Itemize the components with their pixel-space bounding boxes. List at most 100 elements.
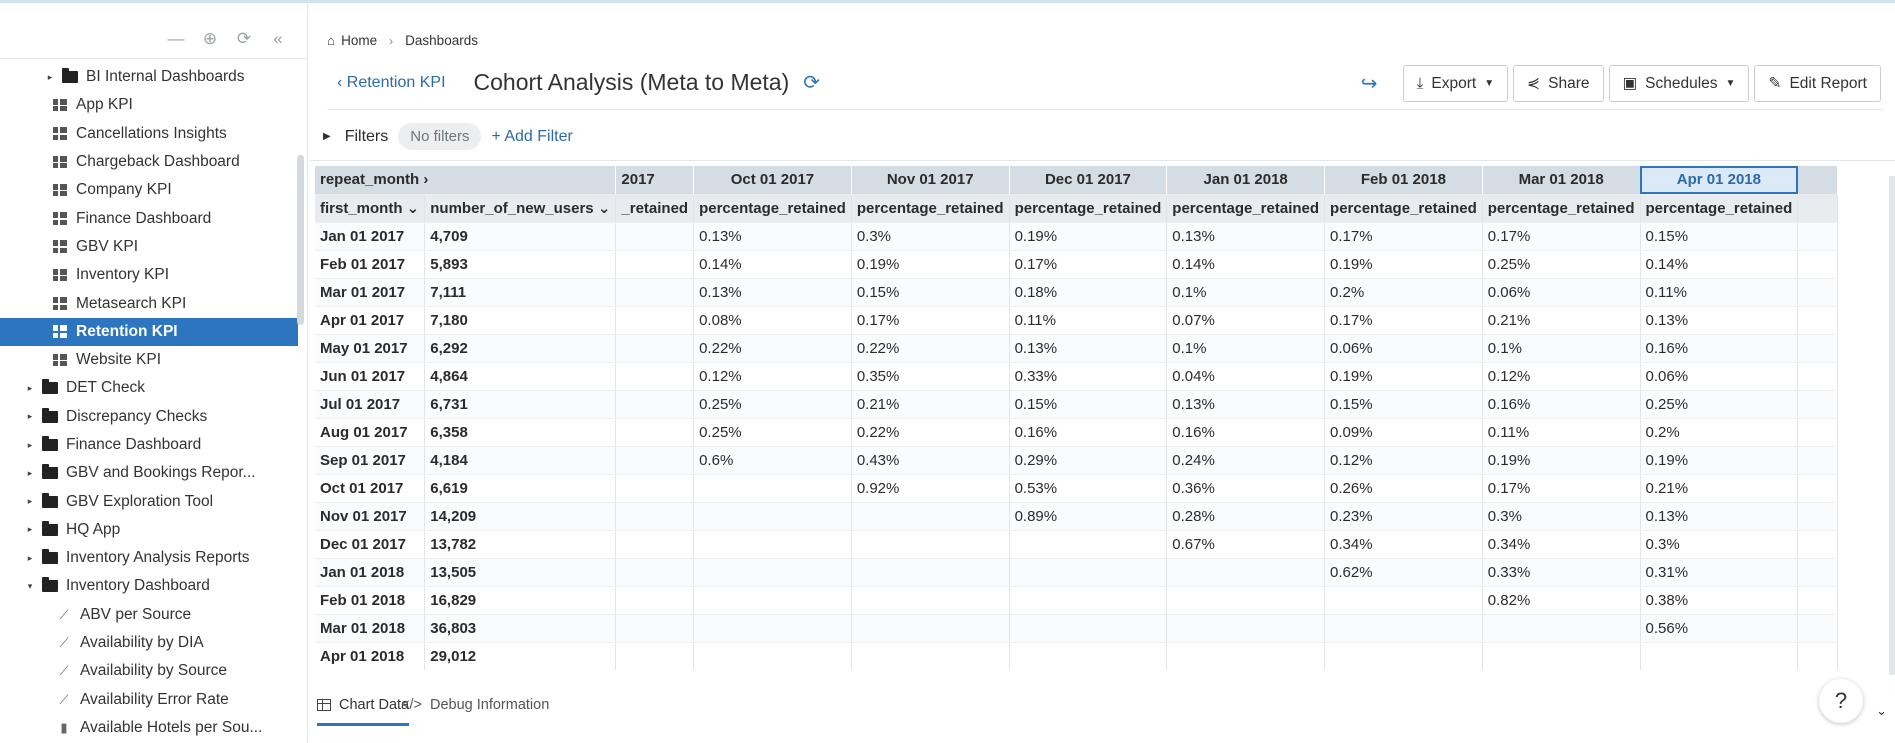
chevron-down-icon[interactable]: ⌄ [1876, 703, 1887, 718]
sidebar-item[interactable]: ⟋ Availability Error Rate [0, 686, 298, 714]
column-header[interactable]: Oct 01 2017 [693, 166, 852, 195]
collapse-all-icon[interactable]: — [167, 29, 185, 48]
back-link[interactable]: ‹ Retention KPI [337, 73, 446, 91]
table-row[interactable]: May 01 2017 6,292 0.22% 0.22% 0.13% 0.1% 0.06%… [315, 334, 1839, 363]
breadcrumb-dashboards[interactable]: Dashboards [405, 33, 478, 48]
column-header[interactable]: Mar 01 2018 [1482, 166, 1641, 195]
measure-header[interactable]: percentage_retained [1482, 194, 1641, 223]
table-row[interactable]: Mar 01 2017 7,111 0.13% 0.15% 0.18% 0.1% 0.2% 0… [315, 278, 1839, 307]
sidebar-item[interactable]: ▮ Available Hotels per Sou... [0, 714, 298, 742]
schedules-button[interactable]: ▣ Schedules ▼ [1608, 65, 1750, 102]
breadcrumb-home[interactable]: Home [341, 33, 378, 48]
measure-header[interactable]: percentage_retained [1166, 194, 1326, 223]
row-header-first-month[interactable]: first_month ⌄ [315, 194, 426, 223]
value-cell: 0.06% [1324, 334, 1483, 363]
edit-report-button[interactable]: ✎ Edit Report [1754, 65, 1881, 102]
pivot-column-label: repeat_month [320, 171, 420, 189]
column-header[interactable]: Jan 01 2018 [1166, 166, 1326, 195]
table-row[interactable]: Aug 01 2017 6,358 0.25% 0.22% 0.16% 0.16% 0.09… [315, 418, 1839, 447]
caret-right-icon[interactable]: ▸ [27, 524, 33, 535]
column-header[interactable]: Nov 01 2017 [851, 166, 1010, 195]
sidebar-item[interactable]: GBV KPI [0, 233, 298, 261]
sidebar-item[interactable]: Metasearch KPI [0, 289, 298, 317]
help-button[interactable]: ? [1819, 679, 1863, 723]
sidebar-item[interactable]: Inventory KPI [0, 261, 298, 289]
sidebar-item[interactable]: ▸ DET Check [0, 374, 298, 402]
add-filter-button[interactable]: + Add Filter [491, 127, 573, 145]
table-row[interactable]: Jul 01 2017 6,731 0.25% 0.21% 0.15% 0.13% 0.15… [315, 390, 1839, 419]
sidebar-item[interactable]: Finance Dashboard [0, 204, 298, 232]
table-row[interactable]: Jun 01 2017 4,864 0.12% 0.35% 0.33% 0.04% 0.19… [315, 362, 1839, 391]
share-arrow-icon[interactable]: ↪ [1360, 73, 1378, 95]
sidebar-item[interactable]: ▸ Finance Dashboard [0, 431, 298, 459]
folder-icon [42, 520, 58, 537]
sidebar-item[interactable]: ▸ BI Internal Dashboards [0, 63, 298, 91]
sidebar-item[interactable]: ▸ Discrepancy Checks [0, 403, 298, 431]
table-row[interactable]: Apr 01 2017 7,180 0.08% 0.17% 0.11% 0.07% 0.17… [315, 306, 1839, 335]
sidebar-scrollbar[interactable] [297, 155, 304, 325]
row-users-cell: 6,619 [424, 474, 617, 503]
sidebar-item[interactable]: Retention KPI [0, 317, 298, 346]
column-header[interactable]: Apr 01 2018 [1640, 166, 1799, 195]
table-row[interactable]: Nov 01 2017 14,209 0.89% 0.28% 0.23% 0.3% 0.13… [315, 502, 1839, 531]
caret-right-icon[interactable]: ▸ [47, 71, 53, 82]
sidebar-item[interactable]: Chargeback Dashboard [0, 148, 298, 176]
table-row[interactable]: Feb 01 2018 16,829 0.82% 0.38% [315, 586, 1839, 615]
caret-down-icon[interactable]: ▾ [27, 580, 33, 591]
sidebar-item[interactable]: Cancellations Insights [0, 120, 298, 148]
caret-right-icon[interactable]: ▸ [27, 467, 33, 478]
pivot-table-container[interactable]: repeat_month › 2017 Oct 01 2017 Nov 01 2017… [315, 166, 1890, 670]
table-row[interactable]: Dec 01 2017 13,782 0.67% 0.34% 0.34% 0.3% [315, 530, 1839, 559]
sidebar-item[interactable]: ▸ GBV Exploration Tool [0, 487, 298, 515]
caret-right-icon[interactable]: ▸ [27, 552, 33, 563]
collapse-sidebar-icon[interactable]: « [273, 29, 283, 48]
value-cell: 0.2% [1324, 278, 1483, 307]
pivot-column-header[interactable]: repeat_month › [315, 166, 617, 195]
refresh-report-icon[interactable]: ⟳ [803, 72, 821, 94]
sidebar-item[interactable]: ▸ GBV and Bookings Repor... [0, 459, 298, 487]
dashboard-icon [52, 155, 68, 169]
table-row[interactable]: Sep 01 2017 4,184 0.6% 0.43% 0.29% 0.24% 0.12%… [315, 446, 1839, 475]
filters-label[interactable]: Filters [344, 127, 389, 145]
tab-debug-information[interactable]: </> Debug Information [401, 697, 549, 713]
measure-header[interactable]: percentage_retained [1324, 194, 1483, 223]
table-row[interactable]: Apr 01 2018 29,012 [315, 642, 1839, 670]
table-row[interactable]: Oct 01 2017 6,619 0.92% 0.53% 0.36% 0.26% 0.17… [315, 474, 1839, 503]
column-header[interactable]: Feb 01 2018 [1324, 166, 1483, 195]
table-row[interactable]: Mar 01 2018 36,803 0.56% [315, 614, 1839, 643]
export-button[interactable]: ⤓ Export ▼ [1402, 65, 1509, 102]
measure-header[interactable]: _retained [615, 194, 695, 223]
sidebar-item[interactable]: ▸ HQ App [0, 516, 298, 544]
caret-right-icon[interactable]: ▸ [27, 382, 33, 393]
sidebar-item[interactable]: ⟋ Availability by Source [0, 657, 298, 685]
sidebar-item[interactable]: ⟋ Availability by DIA [0, 629, 298, 657]
measure-header[interactable]: percentage_retained [1640, 194, 1799, 223]
table-row[interactable]: Feb 01 2017 5,893 0.14% 0.19% 0.17% 0.14% 0.19… [315, 250, 1839, 279]
table-scrollbar[interactable] [1889, 176, 1895, 676]
locate-icon[interactable]: ⊕ [202, 29, 218, 48]
value-cell [615, 222, 695, 251]
home-icon[interactable]: ⌂ [327, 33, 336, 48]
caret-right-icon[interactable]: ▸ [27, 411, 33, 422]
row-header-new-users[interactable]: number_of_new_users ⌄ [424, 194, 617, 223]
sidebar-item[interactable]: ▸ Inventory Analysis Reports [0, 544, 298, 572]
measure-header[interactable]: percentage_retained [693, 194, 852, 223]
caret-right-icon[interactable]: ▸ [27, 439, 33, 450]
sidebar-item[interactable]: ▾ Inventory Dashboard [0, 572, 298, 600]
column-header[interactable]: 2017 [615, 166, 695, 195]
measure-header[interactable]: percentage_retained [851, 194, 1010, 223]
sidebar-item[interactable]: Company KPI [0, 176, 298, 204]
sidebar-item[interactable]: Website KPI [0, 346, 298, 374]
folder-icon [42, 549, 58, 565]
sidebar-item[interactable]: ⟋ ABV per Source [0, 601, 298, 629]
sidebar-item[interactable]: App KPI [0, 91, 298, 119]
refresh-icon[interactable]: ⟳ [236, 29, 252, 48]
tab-chart-data[interactable]: Chart Data [317, 697, 410, 726]
expand-filters-icon[interactable]: ▶ [323, 131, 331, 142]
caret-right-icon[interactable]: ▸ [27, 496, 33, 507]
share-button[interactable]: ⋞ Share [1513, 65, 1604, 102]
column-header[interactable]: Dec 01 2017 [1009, 166, 1168, 195]
measure-header[interactable]: percentage_retained [1009, 194, 1168, 223]
table-row[interactable]: Jan 01 2018 13,505 0.62% 0.33% 0.31% [315, 558, 1839, 587]
table-row[interactable]: Jan 01 2017 4,709 0.13% 0.3% 0.19% 0.13% 0.17%… [315, 222, 1839, 251]
